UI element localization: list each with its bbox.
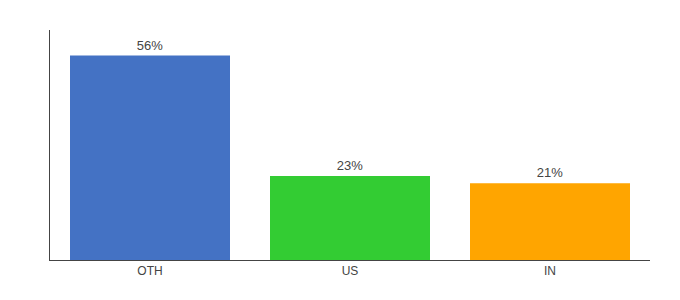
svg-text:56%: 56%	[137, 38, 163, 53]
svg-text:IN: IN	[544, 264, 556, 278]
svg-text:21%: 21%	[537, 165, 563, 180]
svg-text:23%: 23%	[337, 158, 363, 173]
svg-text:US: US	[342, 264, 359, 278]
svg-text:OTH: OTH	[137, 264, 162, 278]
